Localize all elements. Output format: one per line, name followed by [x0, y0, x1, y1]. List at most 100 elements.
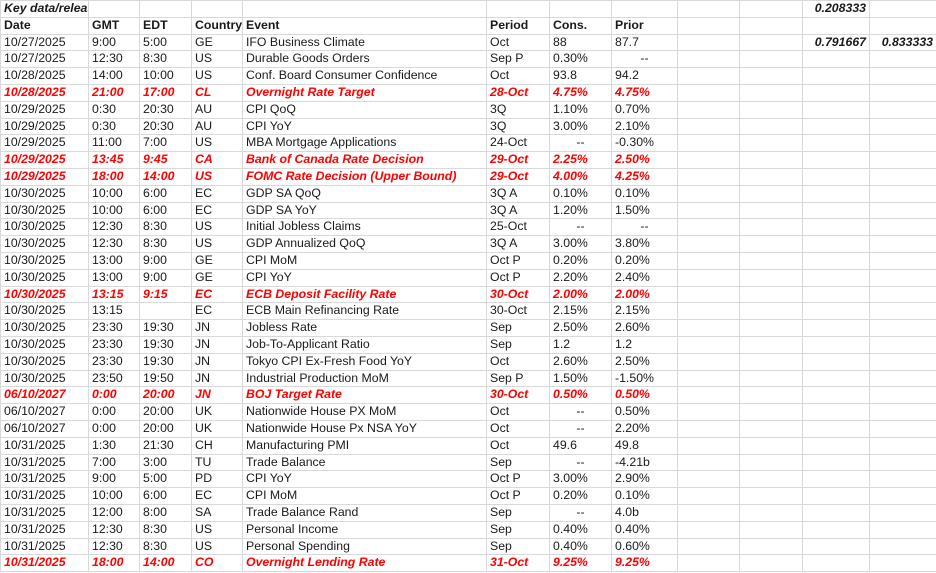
empty-cell[interactable]	[611, 0, 678, 18]
gmt-cell[interactable]: 23:50	[88, 369, 140, 388]
date-cell[interactable]: 10/30/2025	[0, 268, 89, 287]
country-cell[interactable]: JN	[191, 352, 243, 371]
empty-cell[interactable]	[869, 352, 936, 371]
prior-cell[interactable]: 0.10%	[611, 184, 678, 203]
prior-cell[interactable]: 0.60%	[611, 537, 678, 556]
prior-cell[interactable]: 2.40%	[611, 268, 678, 287]
empty-cell[interactable]	[677, 403, 740, 421]
prior-cell[interactable]: 49.8	[611, 436, 678, 455]
event-cell[interactable]: CPI QoQ	[242, 100, 487, 119]
event-cell[interactable]: GDP Annualized QoQ	[242, 235, 487, 253]
cons-cell[interactable]: 2.00%	[549, 285, 612, 304]
sheet-title[interactable]: Key data/releases	[0, 0, 89, 18]
date-cell[interactable]: 10/30/2025	[0, 251, 89, 270]
empty-cell[interactable]	[869, 134, 936, 153]
empty-cell[interactable]	[802, 67, 870, 85]
country-cell[interactable]: PD	[191, 470, 243, 489]
empty-cell[interactable]	[869, 503, 936, 522]
edt-cell[interactable]: 6:00	[139, 184, 192, 203]
empty-cell[interactable]	[549, 0, 612, 18]
empty-cell[interactable]	[869, 453, 936, 472]
prior-cell[interactable]: 1.2	[611, 335, 678, 354]
empty-cell[interactable]	[677, 319, 740, 337]
cons-cell[interactable]: 2.15%	[549, 302, 612, 321]
country-cell[interactable]: AU	[191, 117, 243, 136]
event-cell[interactable]: Jobless Rate	[242, 319, 487, 337]
empty-cell[interactable]	[869, 386, 936, 405]
empty-cell[interactable]	[739, 67, 803, 85]
country-cell[interactable]: US	[191, 520, 243, 539]
column-header-gmt[interactable]: GMT	[88, 16, 140, 35]
empty-cell[interactable]	[739, 403, 803, 421]
empty-cell[interactable]	[802, 268, 870, 287]
column-header-edt[interactable]: EDT	[139, 16, 192, 35]
period-cell[interactable]: Oct P	[486, 251, 550, 270]
empty-cell[interactable]	[802, 134, 870, 153]
period-cell[interactable]: Oct	[486, 352, 550, 371]
empty-cell[interactable]	[739, 184, 803, 203]
empty-cell[interactable]	[739, 50, 803, 69]
empty-cell[interactable]	[802, 503, 870, 522]
cons-cell[interactable]: --	[549, 419, 612, 438]
cons-cell[interactable]: 0.20%	[549, 251, 612, 270]
date-cell[interactable]: 10/30/2025	[0, 218, 89, 237]
period-cell[interactable]: Oct	[486, 436, 550, 455]
empty-cell[interactable]	[869, 268, 936, 287]
empty-cell[interactable]	[739, 352, 803, 371]
empty-cell[interactable]	[739, 0, 803, 18]
prior-cell[interactable]: 0.50%	[611, 403, 678, 421]
cons-cell[interactable]: 3.00%	[549, 470, 612, 489]
empty-cell[interactable]	[802, 251, 870, 270]
cons-cell[interactable]: 2.50%	[549, 319, 612, 337]
country-cell[interactable]: UK	[191, 419, 243, 438]
date-cell[interactable]: 06/10/2027	[0, 386, 89, 405]
event-cell[interactable]: Trade Balance Rand	[242, 503, 487, 522]
empty-cell[interactable]	[802, 403, 870, 421]
edt-cell[interactable]: 14:00	[139, 554, 192, 573]
country-cell[interactable]: CH	[191, 436, 243, 455]
event-cell[interactable]: GDP SA YoY	[242, 201, 487, 220]
period-cell[interactable]: Sep	[486, 453, 550, 472]
date-cell[interactable]: 10/27/2025	[0, 50, 89, 69]
period-cell[interactable]: Oct	[486, 403, 550, 421]
country-cell[interactable]: US	[191, 50, 243, 69]
empty-cell[interactable]	[802, 386, 870, 405]
empty-cell[interactable]	[869, 167, 936, 186]
empty-cell[interactable]	[677, 554, 740, 573]
empty-cell[interactable]	[677, 83, 740, 102]
empty-cell[interactable]	[739, 151, 803, 169]
edt-cell[interactable]: 6:00	[139, 487, 192, 505]
date-cell[interactable]: 10/30/2025	[0, 184, 89, 203]
empty-cell[interactable]	[739, 335, 803, 354]
empty-cell[interactable]	[677, 386, 740, 405]
country-cell[interactable]: US	[191, 537, 243, 556]
prior-cell[interactable]: 94.2	[611, 67, 678, 85]
empty-cell[interactable]	[677, 436, 740, 455]
edt-cell[interactable]: 9:00	[139, 251, 192, 270]
empty-cell[interactable]	[739, 16, 803, 35]
empty-cell[interactable]	[677, 537, 740, 556]
empty-cell[interactable]	[802, 302, 870, 321]
prior-cell[interactable]: -4.21b	[611, 453, 678, 472]
gmt-cell[interactable]: 11:00	[88, 134, 140, 153]
gmt-cell[interactable]: 0:00	[88, 419, 140, 438]
edt-cell[interactable]: 20:00	[139, 419, 192, 438]
event-cell[interactable]: Nationwide House PX MoM	[242, 403, 487, 421]
event-cell[interactable]: Conf. Board Consumer Confidence	[242, 67, 487, 85]
edt-cell[interactable]	[139, 302, 192, 321]
period-cell[interactable]: 31-Oct	[486, 554, 550, 573]
event-cell[interactable]: Nationwide House Px NSA YoY	[242, 419, 487, 438]
empty-cell[interactable]	[677, 117, 740, 136]
event-cell[interactable]: Manufacturing PMI	[242, 436, 487, 455]
gmt-cell[interactable]: 10:00	[88, 487, 140, 505]
empty-cell[interactable]	[869, 419, 936, 438]
date-cell[interactable]: 10/31/2025	[0, 554, 89, 573]
country-cell[interactable]: US	[191, 167, 243, 186]
edt-cell[interactable]: 8:00	[139, 503, 192, 522]
empty-cell[interactable]	[739, 419, 803, 438]
cons-cell[interactable]: 2.60%	[549, 352, 612, 371]
period-cell[interactable]: 3Q A	[486, 184, 550, 203]
prior-cell[interactable]: -0.30%	[611, 134, 678, 153]
edt-cell[interactable]: 5:00	[139, 33, 192, 52]
empty-cell[interactable]	[869, 151, 936, 169]
